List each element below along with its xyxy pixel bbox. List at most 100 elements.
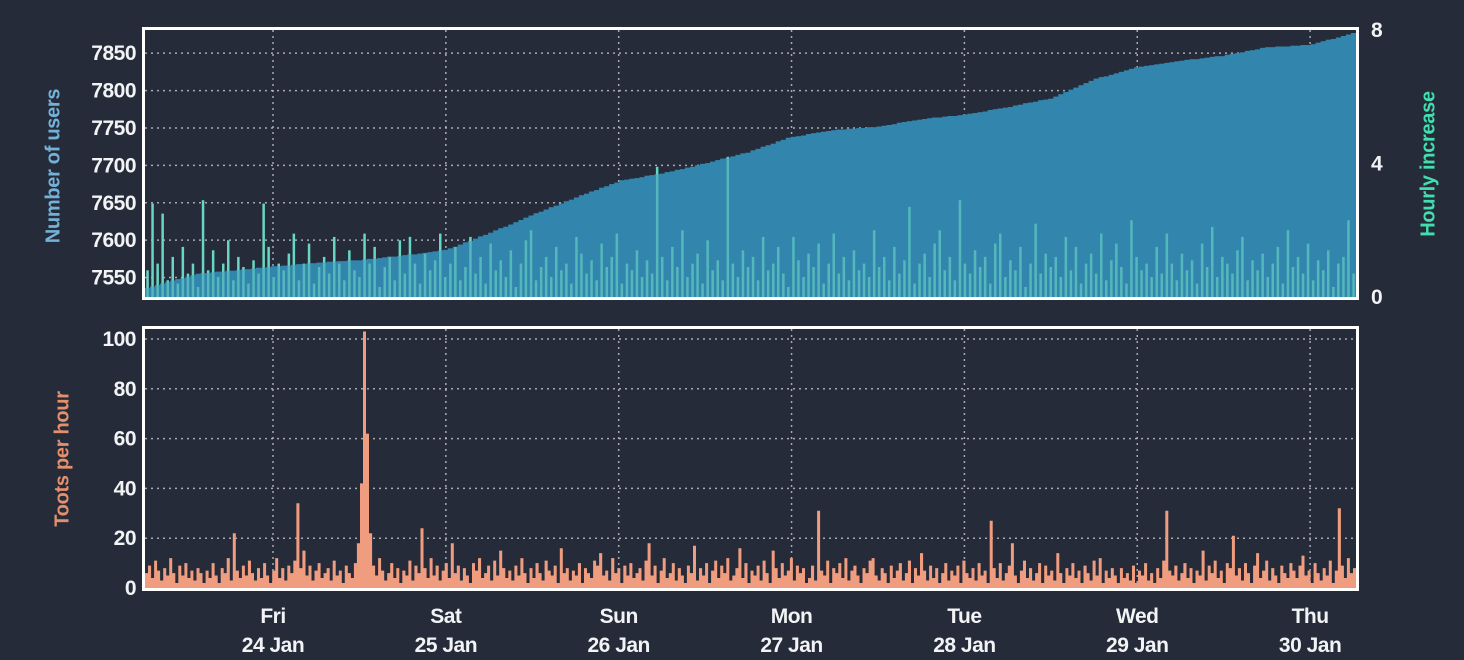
increase-bar — [348, 250, 351, 297]
increase-bar — [1226, 263, 1229, 297]
increase-bar — [943, 270, 946, 297]
increase-bar — [1311, 280, 1315, 297]
increase-bar — [398, 240, 402, 297]
increase-bar — [731, 263, 735, 297]
increase-bar — [1246, 280, 1249, 297]
toots-y-tick: 0 — [125, 577, 136, 600]
increase-bar — [1352, 273, 1355, 297]
toots-chart-frame — [142, 326, 1359, 591]
increase-bar — [156, 263, 159, 297]
increase-bar — [474, 273, 477, 297]
increase-bar — [307, 243, 311, 297]
users-y-tick: 7850 — [91, 42, 136, 65]
day-label-date: 24 Jan — [242, 634, 304, 657]
increase-bar — [494, 270, 497, 297]
users-area — [145, 33, 1356, 297]
increase-bar — [1069, 270, 1073, 297]
increase-bar — [565, 263, 568, 297]
increase-bar — [373, 246, 376, 297]
users-chart-series — [145, 33, 1356, 298]
increase-bar — [837, 273, 841, 297]
increase-bar — [862, 263, 866, 297]
increase-bar — [418, 283, 422, 297]
increase-bar — [963, 263, 967, 297]
day-label-date: 26 Jan — [588, 634, 650, 657]
increase-bar — [766, 270, 770, 297]
toots-y-tick: 20 — [114, 527, 136, 550]
increase-bar — [635, 250, 639, 297]
increase-bar — [610, 256, 613, 297]
increase-bar — [1165, 233, 1169, 297]
increase-bar — [469, 236, 472, 297]
increase-bar — [227, 240, 230, 297]
toots-chart-gridlines — [145, 329, 1356, 589]
increase-bar — [903, 260, 906, 297]
increase-bar — [888, 280, 891, 297]
increase-bar — [761, 236, 765, 297]
users-y-tick: 7800 — [91, 80, 136, 103]
increase-bar — [166, 280, 169, 297]
increase-bar — [378, 287, 381, 297]
increase-y-tick: 8 — [1371, 19, 1383, 42]
increase-bar — [292, 233, 296, 297]
increase-bar — [544, 256, 548, 297]
increase-bar — [509, 250, 513, 297]
increase-bar — [1064, 236, 1068, 297]
increase-bar — [1216, 277, 1219, 297]
increase-bar — [953, 280, 957, 297]
increase-bar — [1231, 273, 1234, 297]
increase-bar — [650, 273, 654, 297]
increase-bar — [1105, 280, 1108, 297]
increase-bar — [973, 250, 977, 297]
increase-bar — [277, 263, 280, 297]
increase-bar — [353, 270, 356, 297]
increase-bar — [1291, 267, 1295, 297]
increase-bar — [191, 263, 195, 297]
increase-bar — [847, 280, 851, 297]
increase-bar — [570, 283, 573, 297]
increase-bar — [403, 273, 407, 297]
increase-bar — [1266, 277, 1269, 297]
increase-bar — [151, 203, 154, 297]
users-y-tick: 7550 — [91, 267, 136, 290]
increase-bar — [857, 270, 861, 297]
increase-bar — [161, 213, 164, 297]
increase-bar — [444, 277, 447, 297]
users-area-overlay — [145, 33, 1356, 297]
hourly-increase-bars — [146, 156, 1355, 298]
toots-axis-title: Toots per hour — [51, 391, 74, 527]
increase-bar — [817, 243, 820, 297]
day-label-date: 29 Jan — [1106, 634, 1168, 657]
increase-y-tick: 4 — [1371, 153, 1383, 176]
users-y-tick: 7700 — [91, 154, 136, 177]
increase-bar — [322, 256, 326, 297]
increase-bar — [716, 260, 719, 297]
increase-bar — [216, 277, 220, 297]
increase-bar — [1185, 270, 1189, 297]
increase-bar — [872, 230, 876, 298]
increase-bar — [1332, 287, 1335, 297]
increase-bar — [1100, 233, 1103, 297]
users-axis-title: Number of users — [42, 88, 65, 244]
increase-bar — [696, 253, 699, 297]
increase-bar — [701, 283, 704, 297]
increase-bar — [333, 236, 336, 297]
users-y-tick: 7600 — [91, 229, 136, 252]
increase-bar — [832, 233, 835, 297]
increase-bar — [736, 277, 740, 297]
increase-bar — [413, 263, 417, 297]
day-label-weekday: Mon — [771, 605, 813, 628]
increase-bar — [958, 200, 962, 297]
increase-bar — [433, 260, 437, 297]
increase-bar — [1140, 270, 1143, 297]
increase-bar — [590, 260, 593, 297]
increase-bar — [439, 233, 442, 297]
increase-bar — [777, 246, 780, 297]
increase-bar — [989, 283, 992, 297]
increase-bar — [1110, 260, 1113, 297]
increase-bar — [645, 260, 649, 297]
increase-bar — [1089, 253, 1093, 297]
increase-bar — [312, 283, 316, 297]
increase-bar — [968, 273, 972, 297]
increase-bar — [222, 263, 225, 297]
